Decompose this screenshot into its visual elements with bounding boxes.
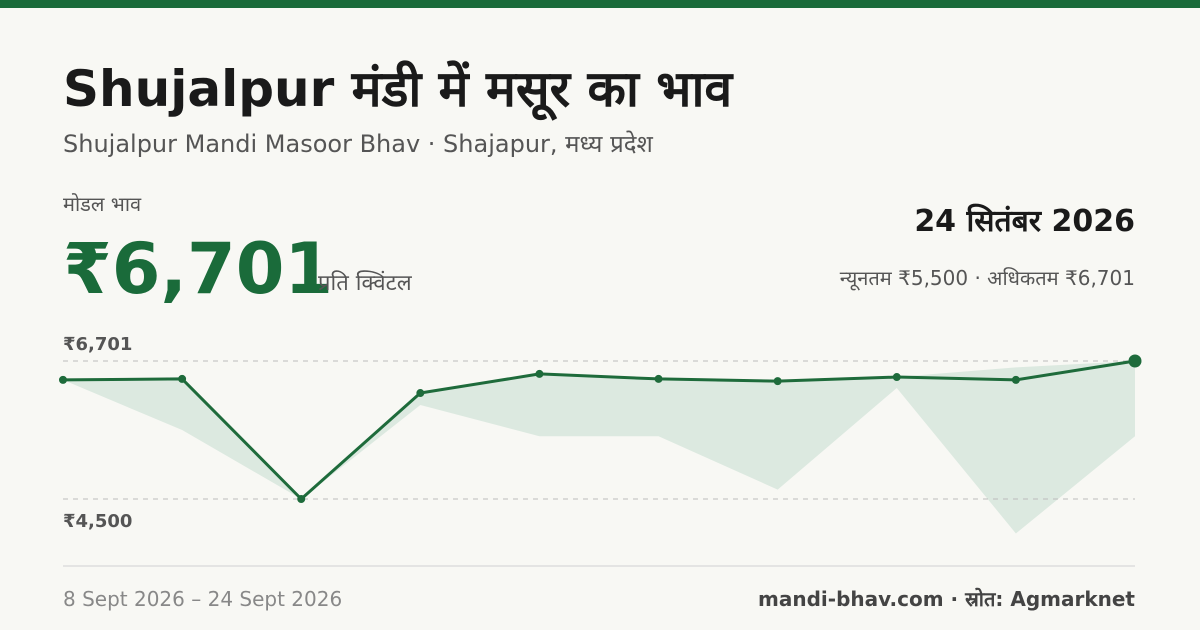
footer-source: mandi-bhav.com · स्रोत: Agmarknet	[758, 587, 1135, 611]
footer-range: 8 Sept 2026 – 24 Sept 2026	[63, 587, 342, 611]
top-bar	[0, 0, 1200, 8]
y-tick-label: ₹6,701	[63, 334, 132, 355]
point	[1011, 375, 1020, 384]
point	[416, 389, 425, 398]
point	[773, 377, 782, 386]
price-line	[62, 359, 1136, 501]
price-label: मोडल भाव	[63, 192, 142, 216]
min-max-band	[63, 361, 1135, 534]
point	[535, 369, 544, 378]
date: 24 सितंबर 2026	[914, 203, 1135, 239]
point	[59, 375, 67, 384]
title: Shujalpur मंडी में मसूर का भाव	[63, 60, 734, 121]
unit: प्रति क्विंटल	[318, 270, 413, 296]
point	[654, 374, 663, 383]
point	[892, 373, 901, 382]
price: ₹6,701	[63, 228, 333, 310]
min-max: न्यूनतम ₹5,500 · अधिकतम ₹6,701	[840, 266, 1135, 291]
point	[297, 495, 306, 503]
subtitle: Shujalpur Mandi Masoor Bhav · Shajapur, …	[63, 130, 653, 158]
point	[1128, 354, 1142, 368]
point	[178, 374, 187, 383]
y-tick-label: ₹4,500	[63, 511, 132, 532]
